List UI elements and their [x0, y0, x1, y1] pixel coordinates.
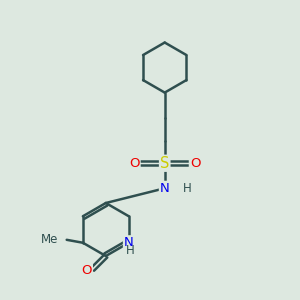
Text: S: S	[160, 156, 169, 171]
Text: Me: Me	[40, 233, 58, 246]
Text: N: N	[124, 236, 134, 249]
Text: O: O	[129, 157, 140, 170]
Text: H: H	[126, 244, 135, 257]
Text: O: O	[190, 157, 200, 170]
Text: N: N	[160, 182, 169, 195]
Text: H: H	[182, 182, 191, 195]
Text: O: O	[81, 264, 92, 277]
